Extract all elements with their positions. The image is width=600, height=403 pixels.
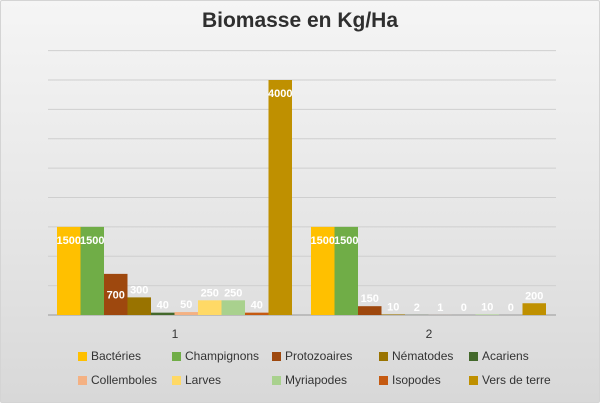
legend-entry: Vers de terre	[482, 373, 551, 387]
legend-entry: Isopodes	[392, 373, 441, 387]
bars	[57, 80, 546, 315]
legend: Bactéries Champignons Protozoaires Nématode…	[78, 349, 551, 387]
bar	[522, 303, 546, 315]
legend-entry: Acariens	[482, 349, 529, 363]
data-label: 1	[437, 302, 443, 314]
category-tick-label: 2	[426, 327, 433, 341]
data-label: 40	[157, 300, 169, 312]
data-label: 2	[414, 302, 420, 314]
legend-swatch	[379, 352, 388, 361]
legend-entry: Bactéries	[91, 349, 141, 363]
data-label: 300	[130, 284, 148, 296]
data-label: 250	[201, 287, 219, 299]
data-label: 200	[525, 290, 543, 302]
legend-swatch	[379, 376, 388, 385]
legend-entry: Champignons	[185, 349, 259, 363]
gridlines	[48, 50, 556, 316]
legend-swatch	[469, 352, 478, 361]
data-label: 50	[180, 299, 192, 311]
legend-swatch	[78, 376, 87, 385]
legend-entry: Protozoaires	[285, 349, 352, 363]
data-label: 1500	[334, 235, 358, 247]
legend-swatch	[78, 352, 87, 361]
category-tick-label: 1	[172, 327, 179, 341]
bar	[268, 80, 292, 315]
bar	[245, 312, 269, 315]
data-label: 10	[481, 301, 493, 313]
legend-swatch	[272, 352, 281, 361]
data-label: 250	[224, 287, 242, 299]
legend-swatch	[469, 376, 478, 385]
bar	[57, 226, 81, 315]
bar	[358, 306, 382, 315]
data-label: 4000	[268, 88, 292, 100]
bar	[151, 312, 175, 315]
data-label: 1500	[57, 235, 81, 247]
bar	[311, 226, 335, 315]
data-label: 1500	[311, 235, 335, 247]
bar	[127, 297, 151, 315]
legend-swatch	[272, 376, 281, 385]
legend-entry: Collemboles	[91, 373, 157, 387]
data-label: 0	[508, 302, 514, 314]
bar	[475, 314, 499, 315]
data-label: 1500	[80, 235, 104, 247]
bar	[80, 226, 104, 315]
bar	[198, 300, 222, 315]
legend-entry: Nématodes	[392, 349, 453, 363]
bar	[174, 312, 198, 315]
bar	[221, 300, 245, 315]
legend-entry: Myriapodes	[285, 373, 347, 387]
bar	[104, 273, 128, 315]
legend-swatch	[172, 376, 181, 385]
chart-title: Biomasse en Kg/Ha	[201, 9, 399, 32]
data-label: 700	[107, 289, 125, 301]
bar	[334, 226, 358, 315]
data-label: 40	[251, 300, 263, 312]
data-label: 150	[361, 293, 379, 305]
legend-entry: Larves	[185, 373, 221, 387]
legend-swatch	[172, 352, 181, 361]
data-label: 0	[461, 302, 467, 314]
data-label: 10	[387, 301, 399, 313]
bar	[381, 314, 405, 315]
